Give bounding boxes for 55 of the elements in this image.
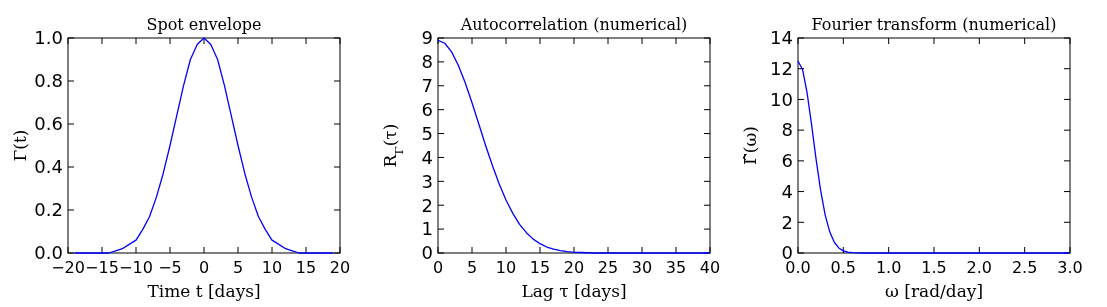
chart-title: Fourier transform (numerical)	[811, 15, 1057, 34]
y-tick-label: 6	[781, 150, 793, 172]
y-tick-label: 0.8	[34, 70, 63, 92]
y-tick-label: 3	[421, 170, 433, 192]
x-tick-label: −5	[158, 258, 182, 277]
x-tick-label: 2.0	[966, 258, 993, 277]
x-tick-label: 25	[597, 258, 619, 277]
y-tick-label: 4	[421, 146, 433, 168]
y-tick-label: 12	[770, 58, 793, 80]
x-tick-label: 10	[495, 258, 517, 277]
x-tick-label: 1.0	[875, 258, 902, 277]
x-tick-label: 20	[329, 258, 351, 277]
y-tick-label: 5	[421, 122, 433, 144]
line-series	[74, 37, 334, 254]
y-axis-title: Γ(t)	[10, 129, 30, 162]
x-tick-label: 40	[699, 258, 721, 277]
y-tick-label: 8	[781, 119, 793, 141]
y-tick-label: 6	[421, 98, 433, 120]
x-tick-label: 5	[232, 258, 244, 277]
y-tick-label: 9	[421, 27, 433, 49]
y-tick-label: 0.2	[34, 199, 63, 221]
y-tick-label: 2	[421, 194, 433, 216]
y-tick-label: 0.4	[34, 156, 63, 178]
y-tick-label: 2	[781, 211, 793, 233]
x-tick-label: 30	[631, 258, 653, 277]
x-axis-title: Time t [days]	[147, 281, 261, 301]
x-axis-title: Lag τ [days]	[521, 281, 627, 301]
x-tick-label: −10	[119, 258, 153, 277]
x-tick-label: 1.5	[921, 258, 947, 277]
x-tick-label: 0	[198, 258, 210, 277]
x-tick-label: 3.0	[1057, 258, 1083, 277]
x-tick-label: 10	[261, 258, 283, 277]
line-series	[797, 60, 1071, 254]
x-tick-label: 0.5	[830, 258, 857, 277]
x-tick-label: 5	[466, 258, 478, 277]
x-tick-label: −15	[85, 258, 119, 277]
line-series	[437, 39, 711, 254]
y-tick-label: 1.0	[34, 27, 63, 49]
y-tick-label: 8	[421, 51, 433, 73]
x-tick-label: −20	[51, 258, 85, 277]
chart-title: Spot envelope	[146, 15, 262, 34]
chart-title: Autocorrelation (numerical)	[459, 15, 688, 34]
x-tick-label: 35	[665, 258, 687, 277]
y-axis-title: Γ̂(ω)	[740, 126, 760, 165]
x-tick-label: 15	[529, 258, 551, 277]
y-tick-label: 7	[421, 75, 433, 97]
x-tick-label: 15	[295, 258, 317, 277]
y-tick-label: 10	[770, 88, 793, 110]
x-tick-label: 2.5	[1011, 258, 1038, 277]
x-tick-label: 20	[563, 258, 585, 277]
y-tick-label: 1	[421, 218, 433, 240]
y-tick-label: 4	[781, 180, 793, 202]
y-tick-label: 14	[770, 27, 793, 49]
x-axis-title: ω [rad/day]	[884, 281, 984, 301]
y-tick-label: 0.6	[34, 113, 63, 135]
